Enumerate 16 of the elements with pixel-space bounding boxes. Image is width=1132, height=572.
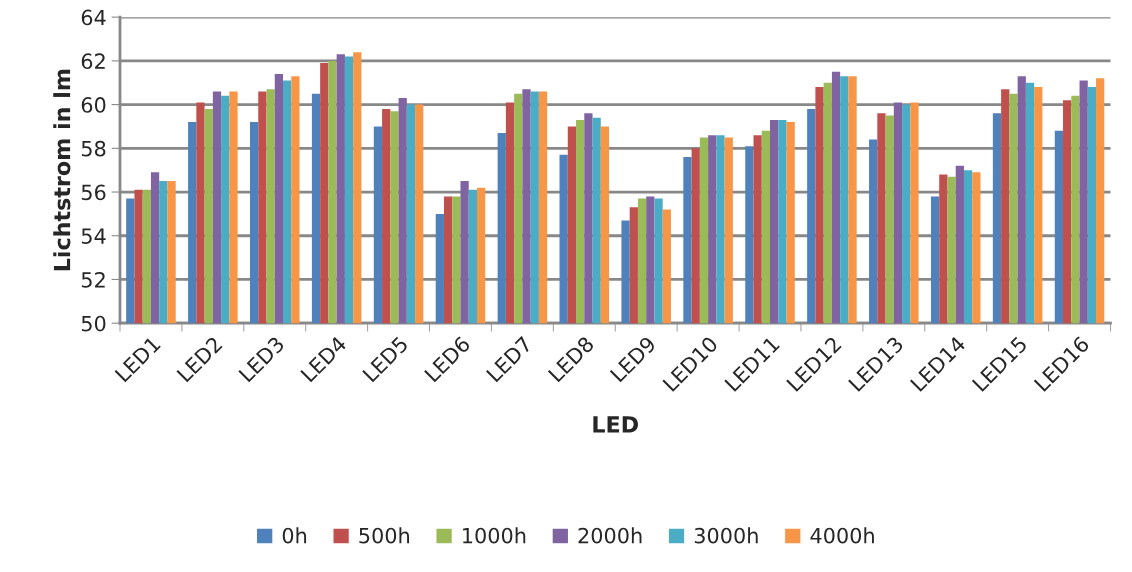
y-tick-label: 58	[81, 140, 106, 157]
y-tick-label: 52	[81, 271, 105, 288]
legend-label: 500h	[359, 527, 409, 544]
y-tick-label: 60	[81, 97, 106, 113]
y-tick-label: 56	[81, 184, 106, 201]
y-tick-label: 64	[81, 9, 106, 26]
legend-label: 0h	[282, 527, 307, 544]
y-tick-label: 50	[81, 315, 106, 332]
legend-label: 1000h	[463, 527, 526, 544]
y-tick-label: 54	[81, 228, 106, 244]
legend-label: 4000h	[810, 527, 874, 544]
y-tick-label: 62	[81, 53, 105, 70]
y-axis-title: Lichtstrom in lm	[53, 69, 71, 271]
x-axis-title: LED	[593, 416, 638, 433]
legend-label: 3000h	[694, 527, 758, 544]
legend-label: 2000h	[578, 527, 642, 544]
